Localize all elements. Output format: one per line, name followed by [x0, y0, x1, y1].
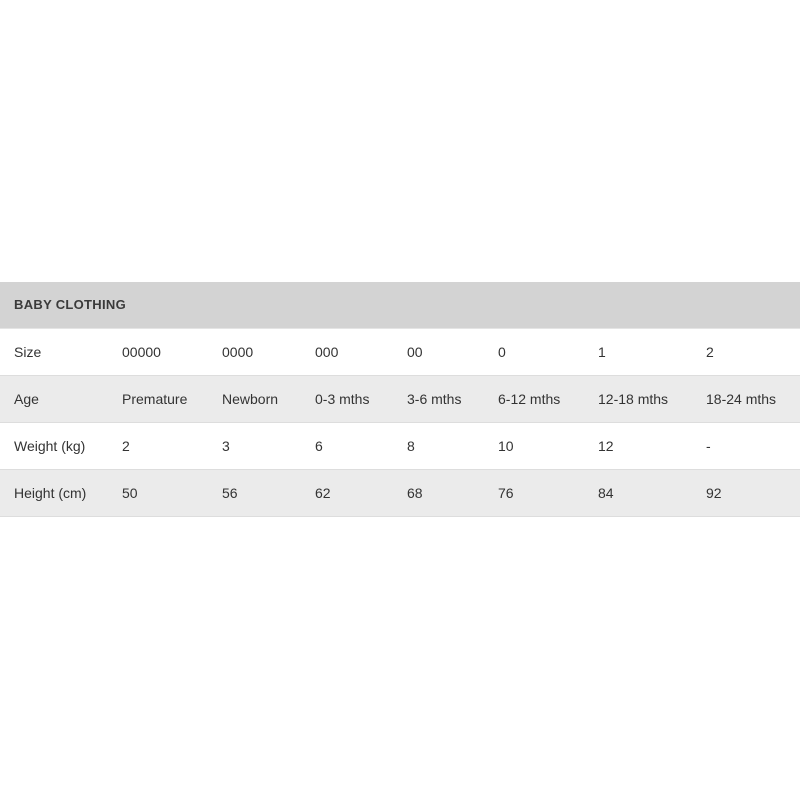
table-cell: 50 — [122, 485, 138, 501]
table-title: BABY CLOTHING — [0, 282, 800, 329]
table-row: Age Premature Newborn 0-3 mths 3-6 mths 6-12 … — [0, 376, 800, 423]
table-cell: 1 — [598, 344, 606, 360]
size-chart-table: BABY CLOTHING Size 00000 0000 000 00 0 1 2 Age Pr… — [0, 282, 800, 517]
table-cell: 3-6 mths — [407, 391, 462, 407]
table-cell: 00000 — [122, 344, 161, 360]
table-cell: Premature — [122, 391, 188, 407]
row-label: Size — [14, 344, 42, 360]
table-cell: 18-24 mths — [706, 391, 777, 407]
table-cell: 0-3 mths — [315, 391, 370, 407]
table-cell: 8 — [407, 438, 415, 454]
table-row: Weight (kg) 2 3 6 8 10 12 - — [0, 423, 800, 470]
table-cell: 62 — [315, 485, 331, 501]
row-label: Age — [14, 391, 39, 407]
table-row: Height (cm) 50 56 62 68 76 84 92 — [0, 470, 800, 517]
table-cell: 0 — [498, 344, 506, 360]
row-label: Height (cm) — [14, 485, 87, 501]
table-cell: 56 — [222, 485, 238, 501]
table-cell: 000 — [315, 344, 339, 360]
table-cell: 12-18 mths — [598, 391, 669, 407]
table-cell: 2 — [122, 438, 130, 454]
table-row: Size 00000 0000 000 00 0 1 2 — [0, 329, 800, 376]
table-cell: 00 — [407, 344, 423, 360]
table-cell: 2 — [706, 344, 714, 360]
table-cell: 6-12 mths — [498, 391, 561, 407]
row-label: Weight (kg) — [14, 438, 86, 454]
table-cell: Newborn — [222, 391, 279, 407]
table-cell: 6 — [315, 438, 323, 454]
table-cell: - — [706, 438, 711, 454]
table-cell: 76 — [498, 485, 514, 501]
table-cell: 0000 — [222, 344, 254, 360]
table-cell: 84 — [598, 485, 614, 501]
table-cell: 3 — [222, 438, 230, 454]
table-cell: 68 — [407, 485, 423, 501]
table-cell: 10 — [498, 438, 514, 454]
table-cell: 92 — [706, 485, 722, 501]
table-cell: 12 — [598, 438, 614, 454]
